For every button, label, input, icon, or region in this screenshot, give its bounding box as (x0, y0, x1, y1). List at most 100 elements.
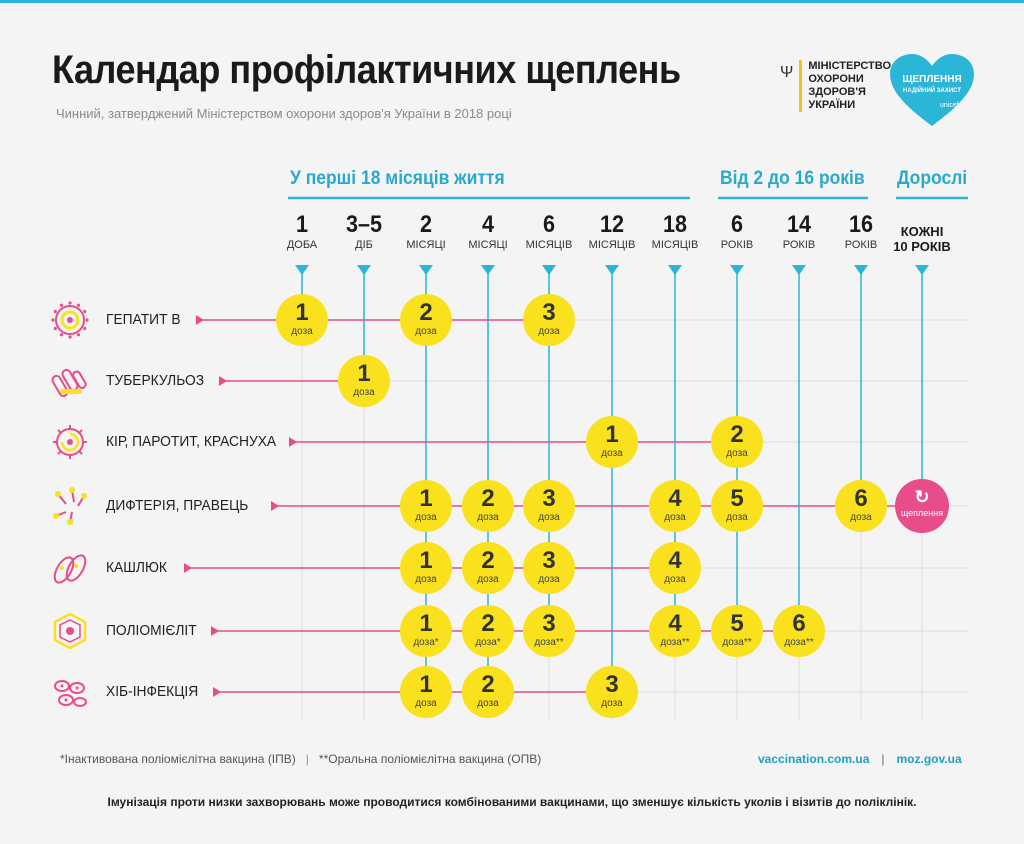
dose-marker[interactable]: 1 доза (400, 480, 452, 532)
dose-marker[interactable]: 1 доза* (400, 605, 452, 657)
dose-marker[interactable]: 4 доза (649, 480, 701, 532)
column-header-adult: кожні 10 років (893, 224, 951, 254)
dose-marker[interactable]: 2 доза (462, 480, 514, 532)
column-header-unit: місяців (525, 239, 573, 251)
dose-number: 2 (419, 299, 433, 326)
disease-name: Дифтерія, правець (106, 497, 249, 514)
dose-number: 3 (542, 547, 556, 574)
dose-number: 5 (730, 610, 744, 637)
column-header-unit: років (720, 239, 754, 251)
column-marker (481, 265, 495, 275)
dose-number: 4 (668, 547, 682, 574)
column-header-unit: місяців (651, 239, 699, 251)
disease-name: Гепатит В (106, 311, 181, 328)
footnote-opv: **Оральна поліомієлітна вакцина (ОПВ) (318, 752, 542, 766)
dose-number: 4 (668, 610, 682, 637)
dose-label: доза (353, 387, 375, 398)
dose-label: доза** (784, 637, 814, 648)
dose-number: 3 (542, 299, 556, 326)
dose-label: доза** (722, 637, 752, 648)
dose-marker[interactable]: 1 доза (586, 416, 638, 468)
dose-marker[interactable]: 2 доза (462, 542, 514, 594)
dose-label: доза (726, 448, 748, 459)
dose-marker[interactable]: 2 доза (400, 294, 452, 346)
dose-number: 1 (605, 421, 619, 448)
column-marker (605, 265, 619, 275)
column-marker (730, 265, 744, 275)
disease-name: ХІБ-інфекція (106, 683, 199, 700)
dose-label: доза (477, 574, 499, 585)
dose-label: доза* (413, 637, 439, 648)
column-header: 1 доба (272, 212, 332, 252)
dose-label: доза** (534, 637, 564, 648)
heart-text: ЩЕПЛЕННЯ НАДІЙНИЙ ЗАХИСТ (888, 74, 976, 97)
dose-marker[interactable]: 5 доза (711, 480, 763, 532)
age-group-label: Дорослі (897, 168, 968, 189)
link-vaccination[interactable]: vaccination.com.ua (758, 752, 870, 766)
bottom-note: Імунізація проти низки захворювань може … (107, 795, 917, 809)
dose-marker[interactable]: 4 доза** (649, 605, 701, 657)
column-header: 3–5 діб (334, 212, 394, 252)
dose-marker[interactable]: 6 доза** (773, 605, 825, 657)
dose-label: доза (601, 448, 623, 459)
dose-marker[interactable]: 3 доза (523, 294, 575, 346)
dose-label: доза** (660, 637, 690, 648)
dose-number: 1 (419, 547, 433, 574)
diphtheria-bacteria-icon (50, 486, 90, 526)
dose-marker[interactable]: 3 доза (586, 666, 638, 718)
column-header-number: 16 (848, 211, 874, 238)
age-group-label: У перші 18 місяців життя (290, 168, 505, 189)
heart-title: ЩЕПЛЕННЯ (902, 74, 962, 85)
dose-marker[interactable]: 2 доза* (462, 605, 514, 657)
dose-marker[interactable]: 1 доза (338, 355, 390, 407)
link-moz[interactable]: moz.gov.ua (896, 752, 962, 766)
dose-marker[interactable]: 1 доза (400, 666, 452, 718)
dose-marker[interactable]: 6 доза (835, 480, 887, 532)
column-header: 6 років (707, 212, 767, 252)
column-header-number: 4 (481, 211, 495, 238)
column-header-unit: доба (286, 239, 318, 251)
dose-marker[interactable]: 3 доза** (523, 605, 575, 657)
column-marker (542, 265, 556, 275)
campaign-heart-logo[interactable]: ЩЕПЛЕННЯ НАДІЙНИЙ ЗАХИСТ unicef (888, 52, 976, 128)
column-marker (792, 265, 806, 275)
dose-label: доза* (475, 637, 501, 648)
age-group-label: Від 2 до 16 років (720, 168, 865, 189)
dose-marker[interactable]: 4 доза (649, 542, 701, 594)
column-marker (357, 265, 371, 275)
repeat-icon: ↻ (914, 487, 930, 507)
pertussis-bacteria-icon (50, 548, 90, 588)
dose-number: 1 (357, 360, 371, 387)
dose-label: доза (415, 512, 437, 523)
booster-marker[interactable]: ↻ щеплення (895, 479, 949, 533)
page-subtitle: Чинний, затверджений Міністерством охоро… (56, 106, 512, 121)
footnote-ipv: *Інактивована поліомієлітна вакцина (ІПВ… (60, 752, 296, 766)
dose-marker[interactable]: 1 доза (276, 294, 328, 346)
disease-name: Кір, паротит, краснуха (106, 433, 277, 450)
disease-name: Поліомієліт (106, 622, 197, 639)
dose-label: доза (415, 574, 437, 585)
dose-label: доза (477, 512, 499, 523)
column-header: 18 місяців (645, 212, 705, 252)
ministry-logo[interactable]: Ψ Міністерство охорони здоров'я України (780, 60, 891, 112)
trident-icon: Ψ (780, 64, 794, 81)
disease-name: Кашлюк (106, 559, 167, 576)
polio-virus-icon (50, 611, 90, 651)
dose-marker[interactable]: 2 доза (462, 666, 514, 718)
page-title: Календар профілактичних щеплень (52, 48, 681, 92)
column-header: 2 місяці (396, 212, 456, 252)
dose-label: доза (850, 512, 872, 523)
dose-marker[interactable]: 5 доза** (711, 605, 763, 657)
dose-marker[interactable]: 3 доза (523, 542, 575, 594)
dose-marker[interactable]: 3 доза (523, 480, 575, 532)
dose-number: 2 (481, 547, 495, 574)
column-header-number: 12 (599, 211, 625, 238)
dose-number: 1 (295, 299, 309, 326)
dose-marker[interactable]: 2 доза (711, 416, 763, 468)
dose-number: 3 (542, 485, 556, 512)
dose-number: 5 (730, 485, 744, 512)
dose-marker[interactable]: 1 доза (400, 542, 452, 594)
tuberculosis-bacteria-icon (50, 361, 90, 401)
footnotes: *Інактивована поліомієлітна вакцина (ІПВ… (60, 752, 542, 766)
